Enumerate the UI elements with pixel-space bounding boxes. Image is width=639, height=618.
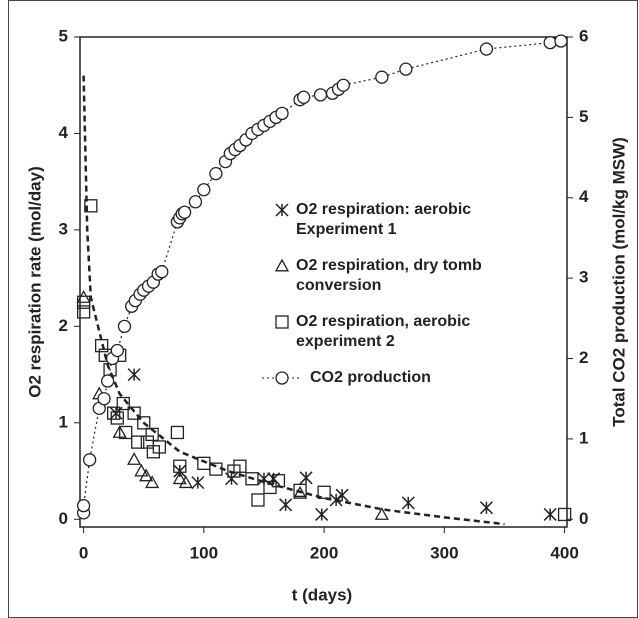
- circle-marker: [275, 106, 289, 121]
- y-tick-label: 3: [59, 219, 68, 238]
- square-marker: [152, 440, 167, 454]
- y2-tick-label: 3: [579, 268, 588, 287]
- x-axis-label: t (days): [292, 585, 352, 604]
- asterisk-marker: [279, 498, 293, 512]
- square-marker: [317, 485, 331, 499]
- square-marker: [263, 480, 277, 495]
- triangle-marker: [374, 507, 389, 520]
- square-marker: [245, 472, 259, 486]
- legend-marker: [275, 315, 289, 329]
- circle-marker: [188, 195, 203, 209]
- square-marker: [197, 456, 211, 470]
- asterisk-marker: [543, 507, 557, 521]
- asterisk-marker: [191, 476, 205, 490]
- square-marker: [233, 459, 247, 473]
- asterisk-marker: [479, 501, 493, 515]
- legend-marker: [275, 371, 289, 385]
- x-tick-label: 0: [79, 543, 88, 562]
- legend-marker: [275, 203, 289, 217]
- circle-marker: [155, 265, 169, 279]
- asterisk-marker: [401, 496, 415, 510]
- circle-marker: [313, 88, 328, 102]
- circle-marker: [177, 205, 192, 219]
- asterisk-marker: [173, 464, 187, 478]
- triangle-marker: [292, 485, 308, 499]
- circle-marker: [209, 166, 223, 181]
- asterisk-marker: [315, 507, 329, 521]
- square-marker: [170, 425, 185, 440]
- circle-marker: [336, 78, 350, 92]
- legend-label: O2 respiration, dry tomb conversion: [296, 257, 482, 294]
- square-marker: [251, 493, 265, 507]
- circle-marker: [82, 453, 97, 467]
- triangle-marker: [134, 463, 149, 477]
- dashed-line: [82, 75, 505, 526]
- x-tick-label: 200: [310, 543, 338, 562]
- square-marker: [119, 425, 133, 440]
- circle-marker: [110, 343, 124, 358]
- asterisk-marker: [127, 368, 141, 382]
- triangle-marker: [139, 468, 154, 482]
- circle-marker: [297, 90, 311, 104]
- circle-marker: [543, 35, 557, 50]
- circle-marker: [97, 392, 111, 406]
- square-marker: [110, 411, 124, 425]
- y2-tick-label: 2: [579, 348, 588, 367]
- triangle-marker: [178, 475, 193, 489]
- circle-marker: [479, 42, 494, 56]
- square-marker: [137, 416, 151, 430]
- square-marker: [293, 483, 307, 497]
- y2-tick-label: 6: [579, 26, 588, 45]
- triangle-marker: [127, 452, 142, 465]
- circle-marker: [399, 62, 413, 76]
- asterisk-marker: [299, 471, 313, 485]
- y2-tick-label: 5: [579, 107, 588, 126]
- y2-axis-label: Total CO2 production (mol/kg MSW): [609, 137, 628, 427]
- y-tick-label: 5: [59, 26, 68, 45]
- circle-marker: [554, 34, 568, 48]
- square-marker: [116, 396, 130, 411]
- circle-marker: [101, 374, 115, 388]
- y-tick-label: 4: [59, 123, 69, 142]
- x-tick-label: 300: [430, 543, 458, 562]
- circle-marker: [76, 498, 91, 513]
- square-marker: [76, 295, 91, 309]
- y-axis-label: O2 respiration rate (mol/day): [25, 166, 44, 397]
- x-tick-label: 100: [190, 543, 218, 562]
- square-marker: [107, 406, 121, 420]
- square-marker: [173, 459, 187, 473]
- triangle-marker: [172, 471, 187, 485]
- triangle-marker: [145, 475, 160, 489]
- y2-tick-label: 0: [579, 509, 588, 528]
- y-tick-label: 0: [59, 509, 68, 528]
- square-marker: [131, 435, 145, 449]
- circle-marker: [117, 319, 132, 334]
- asterisk-marker: [335, 488, 349, 502]
- y-tick-label: 2: [59, 316, 68, 335]
- y-tick-label: 1: [59, 412, 68, 431]
- circle-marker: [375, 70, 389, 84]
- y2-tick-label: 4: [579, 187, 589, 206]
- square-marker: [76, 305, 91, 319]
- legend-label: CO2 production: [310, 369, 431, 386]
- legend-marker: [274, 258, 290, 272]
- circle-marker: [197, 183, 211, 197]
- y2-tick-label: 1: [579, 428, 588, 447]
- square-marker: [84, 199, 98, 213]
- square-marker: [557, 507, 572, 522]
- legend-label: O2 respiration, aerobic experiment 2: [296, 313, 471, 350]
- plot-frame: [79, 36, 568, 528]
- x-tick-label: 400: [550, 543, 578, 562]
- square-marker: [127, 406, 141, 420]
- legend-label: O2 respiration: aerobic Experiment 1: [296, 201, 472, 238]
